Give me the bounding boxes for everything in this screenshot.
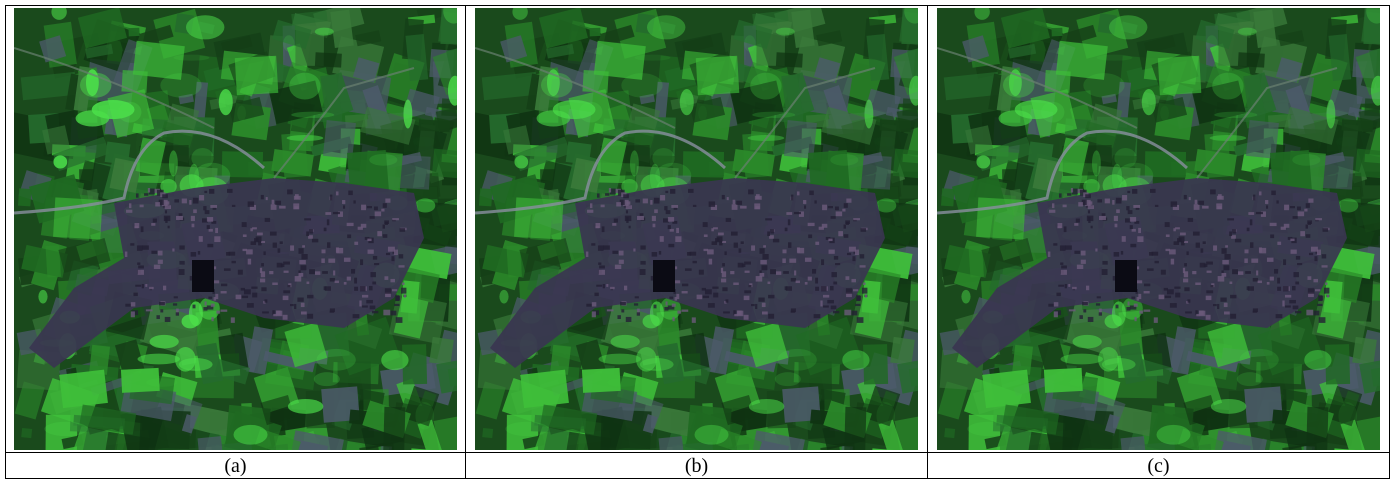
satellite-image: [475, 8, 918, 450]
figure-table: (a)(b)(c): [5, 5, 1390, 479]
caption: (c): [928, 452, 1389, 479]
satellite-image: [14, 8, 457, 450]
image-cell: [928, 6, 1389, 452]
caption: (a): [6, 452, 466, 479]
image-cell: [466, 6, 928, 452]
caption: (b): [466, 452, 928, 479]
image-cell: [6, 6, 466, 452]
satellite-image: [937, 8, 1380, 450]
